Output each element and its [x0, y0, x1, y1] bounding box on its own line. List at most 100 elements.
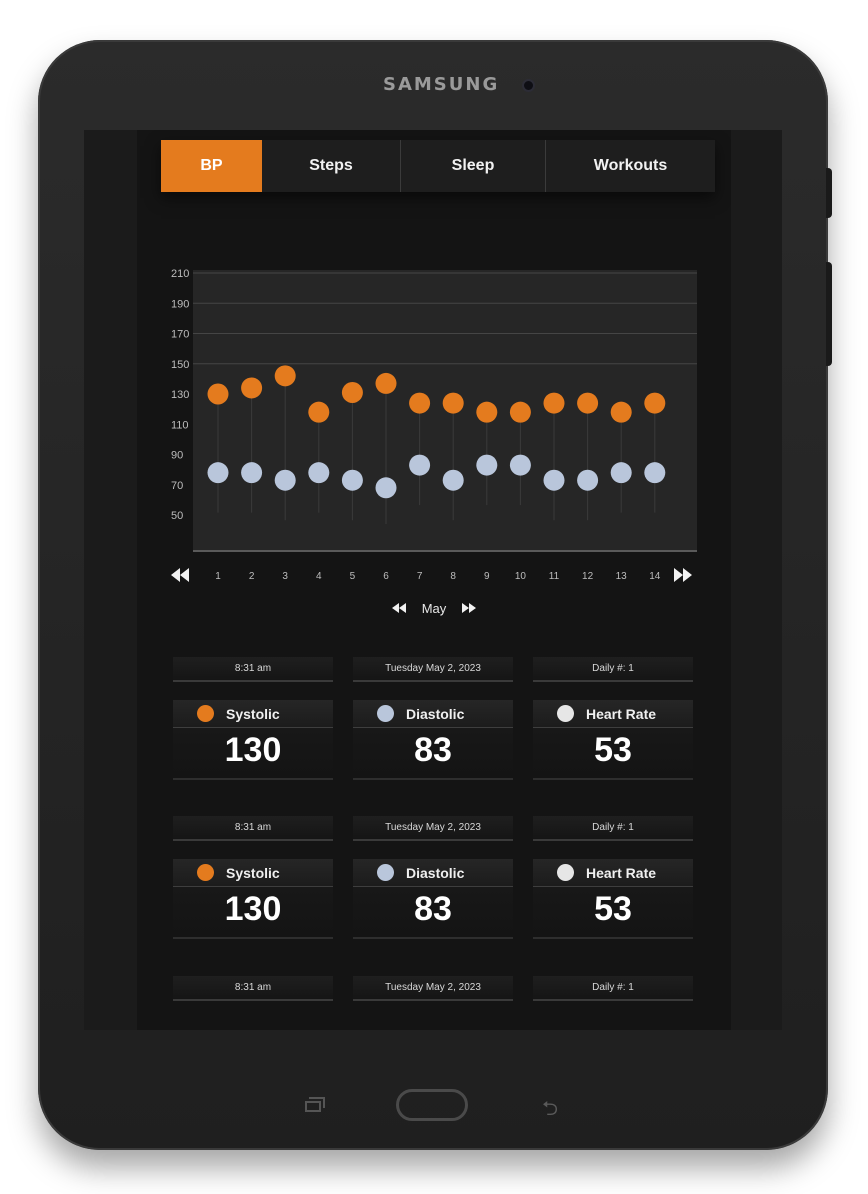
recent-apps-icon[interactable] [305, 1097, 325, 1113]
chart-next-button[interactable] [674, 568, 692, 582]
diastolic-card: Diastolic 83 [353, 859, 513, 939]
record-daily: Daily #: 1 [533, 816, 693, 841]
month-nav: May [137, 598, 731, 618]
x-tick-label: 8 [450, 571, 456, 582]
record-daily: Daily #: 1 [533, 976, 693, 1001]
record-meta-row: 8:31 am Tuesday May 2, 2023 Daily #: 1 [173, 816, 695, 841]
diastolic-point[interactable] [308, 462, 330, 484]
systolic-card: Systolic 130 [173, 700, 333, 780]
double-left-icon [171, 568, 189, 582]
systolic-point[interactable] [610, 401, 632, 423]
x-tick-label: 9 [484, 571, 490, 582]
systolic-value: 130 [224, 731, 282, 769]
diastolic-value: 83 [414, 890, 452, 928]
x-tick-label: 13 [616, 571, 628, 582]
y-tick-label: 190 [171, 298, 189, 310]
systolic-point[interactable] [308, 401, 330, 423]
record-time: 8:31 am [173, 976, 333, 1001]
systolic-value: 130 [224, 890, 282, 928]
systolic-dot-icon [197, 864, 214, 881]
record-values-row: Systolic 130 Diastolic 83 Heart Rate 53 [173, 859, 695, 939]
systolic-point[interactable] [644, 392, 666, 414]
x-tick-label: 14 [649, 571, 661, 582]
month-prev-icon[interactable] [390, 602, 408, 614]
systolic-point[interactable] [375, 372, 397, 394]
chart-prev-button[interactable] [171, 568, 189, 582]
diastolic-label: Diastolic [406, 864, 465, 881]
systolic-point[interactable] [409, 392, 431, 414]
y-tick-label: 50 [171, 510, 183, 522]
diastolic-point[interactable] [207, 462, 229, 484]
back-icon[interactable]: ⮌ [542, 1098, 559, 1120]
heart-rate-dot-icon [557, 705, 574, 722]
diastolic-point[interactable] [241, 462, 263, 484]
y-tick-label: 90 [171, 450, 183, 462]
systolic-label: Systolic [226, 705, 280, 722]
home-button[interactable] [396, 1089, 468, 1121]
heart-rate-dot-icon [557, 864, 574, 881]
systolic-point[interactable] [241, 377, 263, 399]
y-tick-label: 70 [171, 480, 183, 492]
heart-rate-value: 53 [594, 890, 632, 928]
systolic-point[interactable] [341, 381, 363, 403]
power-button [826, 168, 832, 218]
x-tick-label: 4 [316, 571, 322, 582]
diastolic-point[interactable] [409, 454, 431, 476]
systolic-label: Systolic [226, 864, 280, 881]
y-tick-label: 110 [171, 419, 189, 431]
systolic-point[interactable] [207, 383, 229, 405]
diastolic-point[interactable] [442, 469, 464, 491]
systolic-dot-icon [197, 705, 214, 722]
diastolic-dot-icon [377, 705, 394, 722]
y-tick-label: 150 [171, 359, 189, 371]
front-camera [522, 79, 535, 92]
tab-workouts[interactable]: Workouts [545, 140, 715, 192]
record-date: Tuesday May 2, 2023 [353, 816, 513, 841]
brand-logo: SAMSUNG [383, 74, 500, 95]
systolic-point[interactable] [543, 392, 565, 414]
record-time: 8:31 am [173, 657, 333, 682]
tab-bp[interactable]: BP [161, 140, 262, 192]
diastolic-point[interactable] [341, 469, 363, 491]
x-tick-label: 12 [582, 571, 594, 582]
tab-sleep[interactable]: Sleep [400, 140, 545, 192]
x-tick-label: 10 [515, 571, 527, 582]
systolic-point[interactable] [509, 401, 531, 423]
tab-steps[interactable]: Steps [309, 157, 353, 174]
record-meta-row: 8:31 am Tuesday May 2, 2023 Daily #: 1 [173, 976, 695, 1001]
heart-rate-card: Heart Rate 53 [533, 700, 693, 780]
diastolic-point[interactable] [577, 469, 599, 491]
diastolic-value: 83 [414, 731, 452, 769]
systolic-point[interactable] [274, 365, 296, 387]
diastolic-point[interactable] [375, 477, 397, 499]
y-tick-label: 210 [171, 268, 189, 280]
double-right-icon [674, 568, 692, 582]
heart-rate-value: 53 [594, 731, 632, 769]
systolic-card: Systolic 130 [173, 859, 333, 939]
diastolic-point[interactable] [509, 454, 531, 476]
record-values-row: Systolic 130 Diastolic 83 Heart Rate 53 [173, 700, 695, 780]
record-date: Tuesday May 2, 2023 [353, 657, 513, 682]
y-tick-label: 170 [171, 329, 189, 341]
volume-button [826, 262, 832, 366]
record-time: 8:31 am [173, 816, 333, 841]
tab-bar: BP Steps Sleep Workouts [161, 140, 715, 192]
systolic-point[interactable] [577, 392, 599, 414]
month-next-icon[interactable] [460, 602, 478, 614]
systolic-point[interactable] [442, 392, 464, 414]
diastolic-point[interactable] [644, 462, 666, 484]
heart-rate-label: Heart Rate [586, 705, 657, 722]
x-tick-label: 5 [350, 571, 356, 582]
systolic-point[interactable] [476, 401, 498, 423]
heart-rate-label: Heart Rate [586, 864, 657, 881]
diastolic-point[interactable] [274, 469, 296, 491]
diastolic-point[interactable] [543, 469, 565, 491]
y-tick-label: 130 [171, 389, 189, 401]
diastolic-point[interactable] [610, 462, 632, 484]
x-tick-label: 3 [282, 571, 288, 582]
diastolic-point[interactable] [476, 454, 498, 476]
bp-app: BP Steps Sleep Workouts 210 190 170 150 130 1… [137, 130, 731, 1030]
x-tick-label: 7 [417, 571, 423, 582]
diastolic-label: Diastolic [406, 705, 465, 722]
